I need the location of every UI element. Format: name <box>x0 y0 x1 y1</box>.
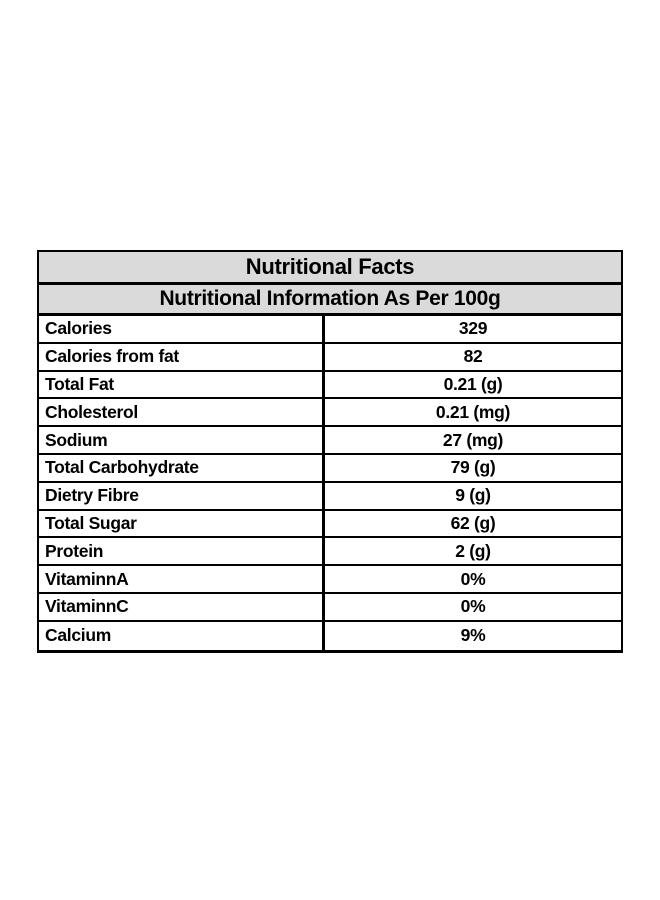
nutrient-value: 0.21 (mg) <box>435 401 511 422</box>
table-row: Calories from fat 82 <box>39 343 621 372</box>
nutrient-label: Calories from fat <box>39 343 325 370</box>
table-row: Calcium 9% <box>39 621 621 650</box>
table-title: Nutritional Facts <box>245 254 415 279</box>
nutrient-value: 27 (mg) <box>442 429 504 450</box>
nutrient-value: 0% <box>460 596 486 617</box>
nutrient-value: 79 (g) <box>450 457 496 478</box>
table-row: Protein 2 (g) <box>39 538 621 567</box>
nutrient-label: Cholesterol <box>39 399 325 426</box>
table-row: Total Fat 0.21 (g) <box>39 371 621 400</box>
nutrient-value: 2 (g) <box>455 540 491 561</box>
table-row: VitaminnC 0% <box>39 593 621 622</box>
table-row: Calories 329 <box>39 316 621 344</box>
nutrient-value: 82 <box>463 346 483 367</box>
table-title-row: Nutritional Facts <box>39 252 621 285</box>
nutrient-label: Calcium <box>39 621 325 650</box>
table-subtitle: Nutritional Information As Per 100g <box>159 287 501 310</box>
nutrient-value: 9 (g) <box>455 485 491 506</box>
nutrient-label: Dietry Fibre <box>39 482 325 509</box>
nutrition-facts-table: Nutritional Facts Nutritional Informatio… <box>37 250 623 653</box>
nutrient-label: Sodium <box>39 427 325 453</box>
table-subtitle-row: Nutritional Information As Per 100g <box>39 285 621 316</box>
nutrient-value: 0% <box>460 568 486 589</box>
nutrient-value: 62 (g) <box>450 512 496 533</box>
nutrient-value: 329 <box>458 318 488 339</box>
nutrient-label: Total Fat <box>39 371 325 398</box>
nutrient-value: 9% <box>460 625 486 646</box>
table-row: Total Carbohydrate 79 (g) <box>39 454 621 483</box>
table-row: Sodium 27 (mg) <box>39 427 621 455</box>
nutrient-label: Protein <box>39 538 325 565</box>
nutrient-label: Total Sugar <box>39 510 325 537</box>
table-row: Cholesterol 0.21 (mg) <box>39 399 621 428</box>
nutrient-label: VitaminnA <box>39 566 325 592</box>
table-row: Dietry Fibre 9 (g) <box>39 482 621 511</box>
nutrient-value: 0.21 (g) <box>443 373 503 394</box>
nutrient-label: Calories <box>39 316 325 342</box>
table-row: Total Sugar 62 (g) <box>39 510 621 539</box>
table-row: VitaminnA 0% <box>39 566 621 594</box>
nutrient-label: VitaminnC <box>39 593 325 620</box>
nutrient-label: Total Carbohydrate <box>39 454 325 481</box>
